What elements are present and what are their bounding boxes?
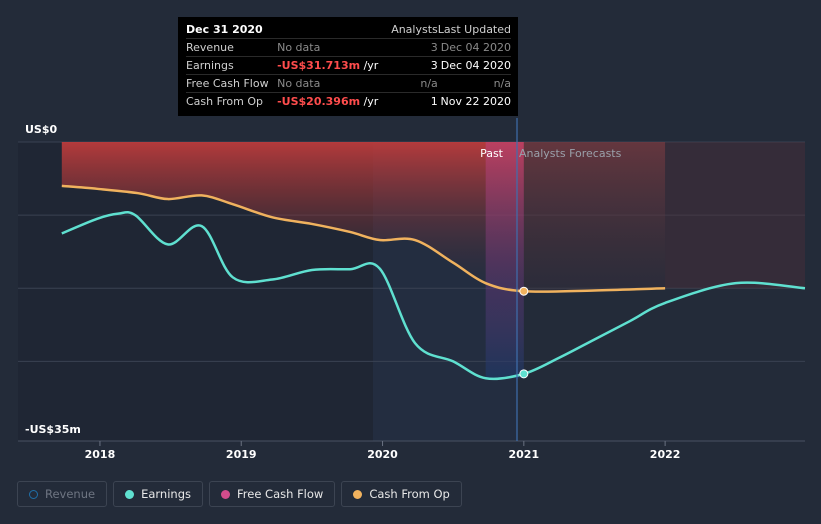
legend-label: Revenue (45, 487, 96, 501)
series-lines (61, 184, 806, 381)
legend-item-free-cash-flow[interactable]: Free Cash Flow (209, 481, 336, 507)
tooltip-value-unit: /yr (360, 95, 379, 108)
x-tick-label: 2020 (367, 448, 398, 461)
tooltip-value-text: No data (277, 77, 321, 90)
legend-swatch-icon (125, 489, 135, 499)
x-tick-label: 2019 (226, 448, 257, 461)
tooltip-date: Dec 31 2020 (186, 23, 263, 36)
past-cash-area (61, 142, 524, 292)
free-cash-flow-band (485, 142, 524, 379)
past-label: Past (480, 147, 504, 160)
tooltip-value-unit: /yr (360, 59, 379, 72)
x-axis-ticks: 2018 2019 2020 2021 2022 (85, 441, 681, 461)
tooltip-row-analysts: 1 (388, 92, 438, 110)
area-fills (61, 142, 805, 379)
tooltip-value-text: -US$31.713m (277, 59, 361, 72)
x-tick-label: 2018 (85, 448, 116, 461)
y-label-bottom: -US$35m (25, 423, 81, 436)
x-tick-label: 2022 (650, 448, 681, 461)
data-tooltip: Dec 31 2020 Analysts Last Updated Revenu… (178, 17, 518, 116)
tooltip-row-label: Cash From Op (186, 92, 278, 110)
tooltip-row: Earnings -US$31.713m /yr 3 Dec 04 2020 (186, 56, 511, 75)
tooltip-row-updated: Nov 22 2020 (437, 92, 511, 110)
tooltip-value-text: -US$20.396m (277, 95, 361, 108)
tooltip-row-label: Revenue (186, 38, 278, 57)
forecast-cash-area (523, 142, 666, 292)
legend: Revenue Earnings Free Cash Flow Cash From O… (17, 481, 462, 507)
earnings-marker (519, 369, 529, 379)
tooltip-row: Free Cash Flow No data n/a n/a (186, 74, 511, 93)
tooltip-row: Cash From Op -US$20.396m /yr 1 Nov 22 2020 (186, 92, 511, 110)
x-tick-label: 2021 (509, 448, 540, 461)
cash-from-op-marker (519, 286, 529, 296)
tooltip-row-label: Earnings (186, 56, 278, 75)
tooltip-row-label: Free Cash Flow (186, 74, 278, 93)
tooltip-col-updated: Last Updated (437, 23, 511, 36)
tooltip-row-value: No data (277, 74, 389, 93)
tooltip-row-value: -US$20.396m /yr (277, 92, 389, 110)
earnings-line (61, 211, 806, 381)
tooltip-row: Revenue No data 3 Dec 04 2020 (186, 38, 511, 57)
forecast-label: Analysts Forecasts (519, 147, 622, 160)
tooltip-row-updated: Dec 04 2020 (437, 38, 511, 57)
legend-label: Earnings (141, 487, 191, 501)
tooltip-row-updated: n/a (437, 74, 511, 93)
y-label-top: US$0 (25, 123, 58, 136)
legend-item-revenue[interactable]: Revenue (17, 481, 108, 507)
tooltip-row-analysts: n/a (388, 74, 438, 93)
legend-label: Free Cash Flow (237, 487, 324, 501)
tooltip-row-analysts: 3 (388, 38, 438, 57)
legend-swatch-icon (221, 489, 230, 499)
tooltip-row-analysts: 3 (388, 56, 438, 75)
legend-swatch-icon (29, 489, 38, 499)
legend-label: Cash From Op (369, 487, 450, 501)
tooltip-row-updated: Dec 04 2020 (437, 56, 511, 75)
forecast-earnings-area (665, 142, 805, 289)
legend-swatch-icon (353, 489, 363, 499)
tooltip-value-text: No data (277, 41, 321, 54)
tooltip-row-value: -US$31.713m /yr (277, 56, 389, 75)
tooltip-col-analysts: Analysts (391, 23, 438, 36)
tooltip-row-value: No data (277, 38, 389, 57)
legend-item-cash-from-op[interactable]: Cash From Op (341, 481, 462, 507)
legend-item-earnings[interactable]: Earnings (113, 481, 203, 507)
cash-from-op-line (61, 184, 666, 293)
